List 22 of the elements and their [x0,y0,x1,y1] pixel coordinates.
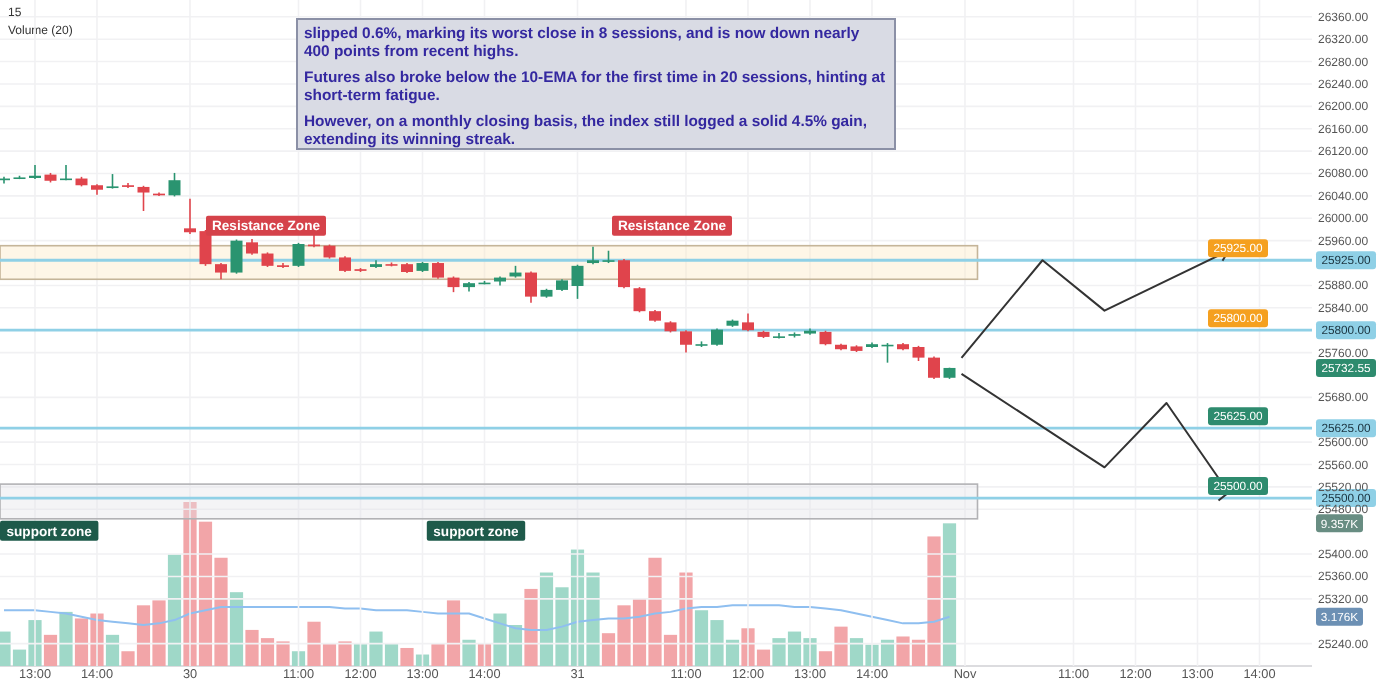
bar [229,592,244,666]
bar [43,634,58,666]
candlestick [230,238,243,275]
bar [400,647,414,666]
bar [59,611,73,666]
candlestick [633,286,646,314]
bar [524,588,538,666]
bar [105,634,120,666]
candlestick [618,258,630,290]
candlestick [571,263,584,300]
candlestick [587,246,599,265]
candlestick [928,355,940,380]
candlestick [184,197,196,235]
candlestick [680,329,692,354]
candlestick [168,172,181,198]
bar [167,554,182,666]
bar [291,651,306,666]
candlestick [137,185,150,212]
candlestick [292,242,305,268]
candlestick [525,270,537,304]
bar [942,523,957,666]
bar [462,639,476,666]
